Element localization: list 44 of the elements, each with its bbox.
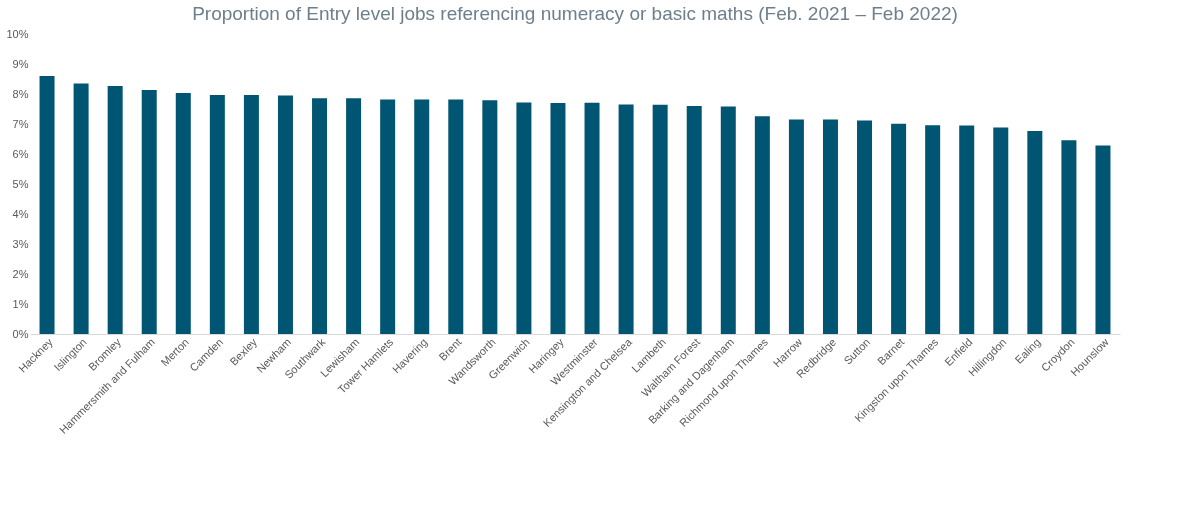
bar [141, 90, 157, 334]
bar [720, 106, 736, 334]
bar [448, 99, 464, 334]
bar [993, 127, 1009, 334]
bar [618, 104, 634, 334]
bar [754, 116, 770, 334]
y-tick-label: 7% [12, 117, 29, 130]
bar [1095, 145, 1111, 334]
y-tick-label: 8% [12, 87, 29, 100]
bar [243, 94, 259, 334]
bar [822, 119, 838, 334]
bar [1027, 130, 1043, 334]
bar [857, 120, 873, 334]
bar [788, 119, 804, 334]
bar [584, 102, 600, 334]
bar [107, 85, 123, 334]
y-tick-label: 4% [12, 207, 29, 220]
bar [516, 102, 532, 334]
bar [175, 93, 191, 334]
bar [959, 125, 975, 334]
bar [482, 100, 498, 334]
bar [346, 98, 362, 334]
bar [380, 99, 396, 334]
y-tick-label: 9% [12, 57, 29, 70]
y-tick-label: 5% [12, 177, 29, 190]
y-tick-label: 3% [12, 237, 29, 250]
y-tick-label: 2% [12, 267, 29, 280]
bar [1061, 140, 1077, 334]
bar [277, 95, 293, 334]
bar [73, 83, 89, 334]
bar [312, 98, 328, 334]
bar [652, 104, 668, 334]
bar [925, 125, 941, 334]
y-tick-label: 0% [12, 327, 29, 340]
bar [414, 99, 430, 334]
y-tick-label: 10% [6, 27, 29, 40]
bar [891, 123, 907, 334]
bar [686, 106, 702, 334]
chart-title: Proportion of Entry level jobs referencing numeracy or basic maths (Feb. 2021 – Feb 2022) [192, 3, 958, 24]
y-tick-label: 1% [12, 297, 29, 310]
bar [550, 103, 566, 334]
bar [209, 94, 225, 334]
y-tick-label: 6% [12, 147, 29, 160]
bar [39, 76, 55, 334]
